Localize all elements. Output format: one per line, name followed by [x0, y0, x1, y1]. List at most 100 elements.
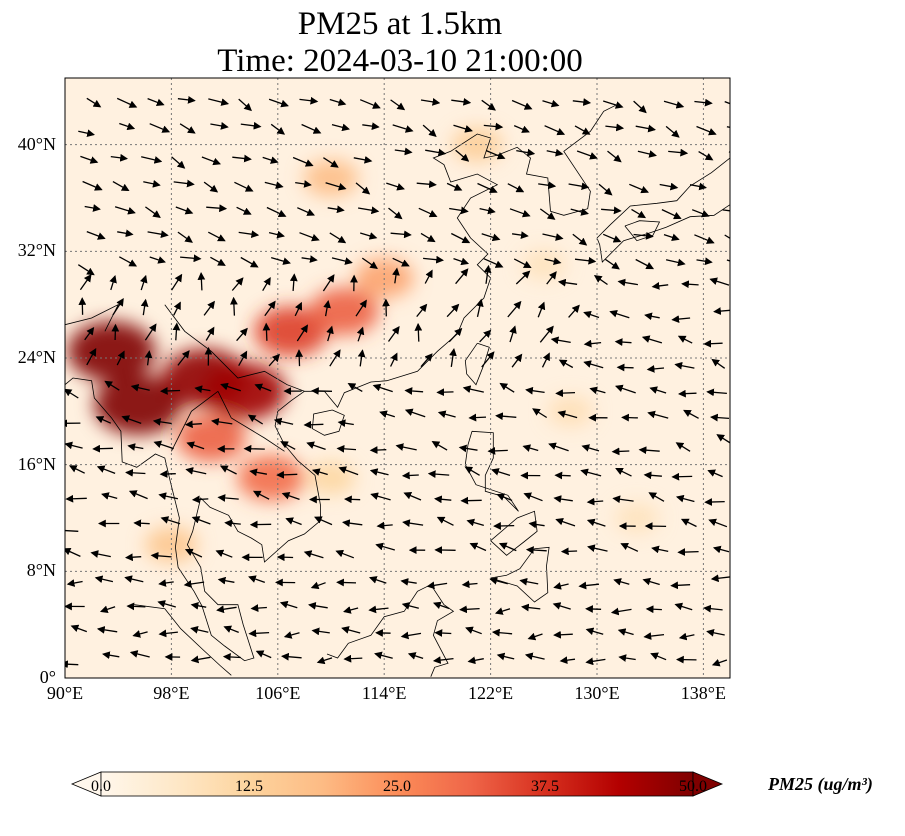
- wind-arrow: [650, 652, 667, 661]
- wind-arrow: [491, 628, 513, 637]
- wind-arrow: [544, 257, 562, 266]
- wind-arrow: [706, 388, 727, 397]
- wind-arrow: [217, 576, 235, 585]
- wind-arrow: [722, 209, 730, 212]
- wind-arrow: [254, 383, 272, 392]
- wind-arrow: [206, 204, 228, 213]
- wind-arrow: [586, 518, 606, 527]
- coastline-segment: [171, 390, 219, 452]
- wind-arrow: [125, 553, 142, 562]
- wind-arrow: [607, 150, 622, 163]
- wind-arrow: [585, 657, 606, 666]
- wind-arrow: [612, 495, 634, 504]
- wind-arrow: [379, 410, 395, 418]
- wind-arrow: [665, 125, 680, 138]
- wind-arrow: [180, 254, 202, 263]
- wind-arrow: [336, 578, 357, 587]
- wind-arrow: [448, 327, 463, 343]
- wind-arrow: [483, 122, 504, 131]
- wind-arrow: [276, 553, 294, 562]
- wind-arrow: [159, 387, 181, 395]
- wind-arrow: [694, 234, 715, 244]
- wind-arrow: [553, 630, 573, 639]
- wind-arrow: [78, 129, 95, 138]
- wind-arrow: [118, 256, 138, 267]
- colorbar-tick-label: 37.5: [531, 778, 559, 795]
- latitude-tick-label: 32°N: [17, 240, 56, 261]
- wind-arrow: [271, 256, 291, 265]
- wind-arrow: [574, 125, 591, 135]
- wind-arrow: [558, 359, 574, 369]
- wind-arrow: [177, 95, 196, 104]
- wind-arrow: [651, 545, 669, 554]
- wind-arrow: [159, 470, 176, 478]
- wind-arrow: [301, 123, 322, 134]
- wind-arrow: [703, 604, 723, 613]
- wind-arrow: [477, 182, 498, 193]
- wind-arrow: [614, 384, 636, 394]
- wind-arrow: [462, 385, 484, 393]
- wind-arrow: [190, 626, 209, 634]
- wind-arrow: [523, 492, 543, 502]
- wind-arrow: [368, 605, 389, 614]
- wind-arrow: [646, 365, 665, 373]
- wind-arrow: [713, 307, 730, 315]
- wind-arrow: [489, 577, 508, 585]
- wind-arrow: [139, 274, 148, 291]
- wind-arrow: [388, 207, 403, 220]
- wind-arrow: [507, 300, 522, 318]
- wind-arrow: [542, 233, 564, 241]
- longitude-tick-label: 130°E: [574, 683, 620, 703]
- wind-arrow: [437, 410, 456, 418]
- wind-arrow: [432, 601, 450, 610]
- wind-arrow: [621, 413, 638, 422]
- wind-arrow: [611, 447, 630, 456]
- wind-arrow: [587, 544, 608, 553]
- wind-arrow: [294, 301, 303, 317]
- map-plot-area: [65, 78, 730, 678]
- wind-arrow: [374, 651, 393, 660]
- wind-arrow: [285, 517, 302, 526]
- wind-arrow: [546, 271, 557, 285]
- wind-arrow: [689, 182, 707, 191]
- wind-arrow: [224, 519, 241, 528]
- wind-arrow: [84, 204, 101, 212]
- wind-arrow: [557, 410, 578, 419]
- wind-arrow: [77, 264, 95, 276]
- wind-arrow: [671, 315, 691, 323]
- wind-arrow: [357, 206, 380, 215]
- wind-arrow: [172, 322, 181, 341]
- wind-arrow: [675, 494, 695, 503]
- wind-arrow: [436, 388, 454, 397]
- wind-arrow: [68, 465, 85, 474]
- wind-arrow: [434, 629, 452, 637]
- wind-arrow: [493, 522, 515, 530]
- wind-arrow: [613, 578, 630, 586]
- wind-arrow: [116, 97, 138, 108]
- wind-arrow: [711, 358, 726, 369]
- wind-arrow: [238, 230, 260, 239]
- wind-arrow: [616, 363, 634, 372]
- wind-arrow: [466, 518, 484, 527]
- wind-arrow: [680, 518, 697, 528]
- wind-arrow: [316, 656, 333, 665]
- gridlines: [65, 78, 730, 678]
- wind-arrow: [665, 258, 686, 267]
- wind-arrow: [425, 148, 447, 157]
- wind-arrow: [633, 231, 654, 240]
- wind-arrow: [179, 123, 196, 134]
- wind-arrow: [280, 441, 296, 450]
- wind-arrow: [598, 183, 613, 196]
- wind-arrow: [446, 182, 463, 191]
- wind-arrow: [615, 467, 632, 477]
- wind-arrow: [519, 577, 539, 586]
- wind-arrow: [707, 469, 723, 478]
- wind-arrow: [633, 100, 647, 114]
- wind-arrow: [215, 549, 233, 558]
- wind-arrow: [127, 443, 144, 451]
- wind-arrow: [386, 182, 405, 191]
- pm25-hotspot: [67, 321, 156, 382]
- wind-arrow: [231, 277, 244, 291]
- wind-arrow: [331, 257, 353, 265]
- pm25-hotspot: [547, 396, 594, 427]
